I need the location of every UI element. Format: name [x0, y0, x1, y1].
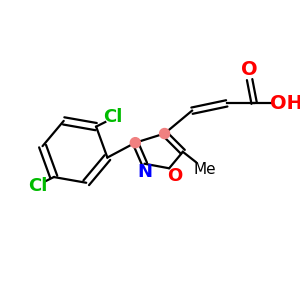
Text: OH: OH	[270, 94, 300, 113]
Text: Cl: Cl	[103, 109, 122, 127]
Text: Me: Me	[194, 162, 216, 177]
Circle shape	[160, 128, 170, 139]
Text: Cl: Cl	[28, 177, 47, 195]
Text: O: O	[167, 167, 182, 184]
Text: N: N	[137, 163, 152, 181]
Circle shape	[130, 138, 140, 148]
Text: O: O	[241, 60, 258, 79]
